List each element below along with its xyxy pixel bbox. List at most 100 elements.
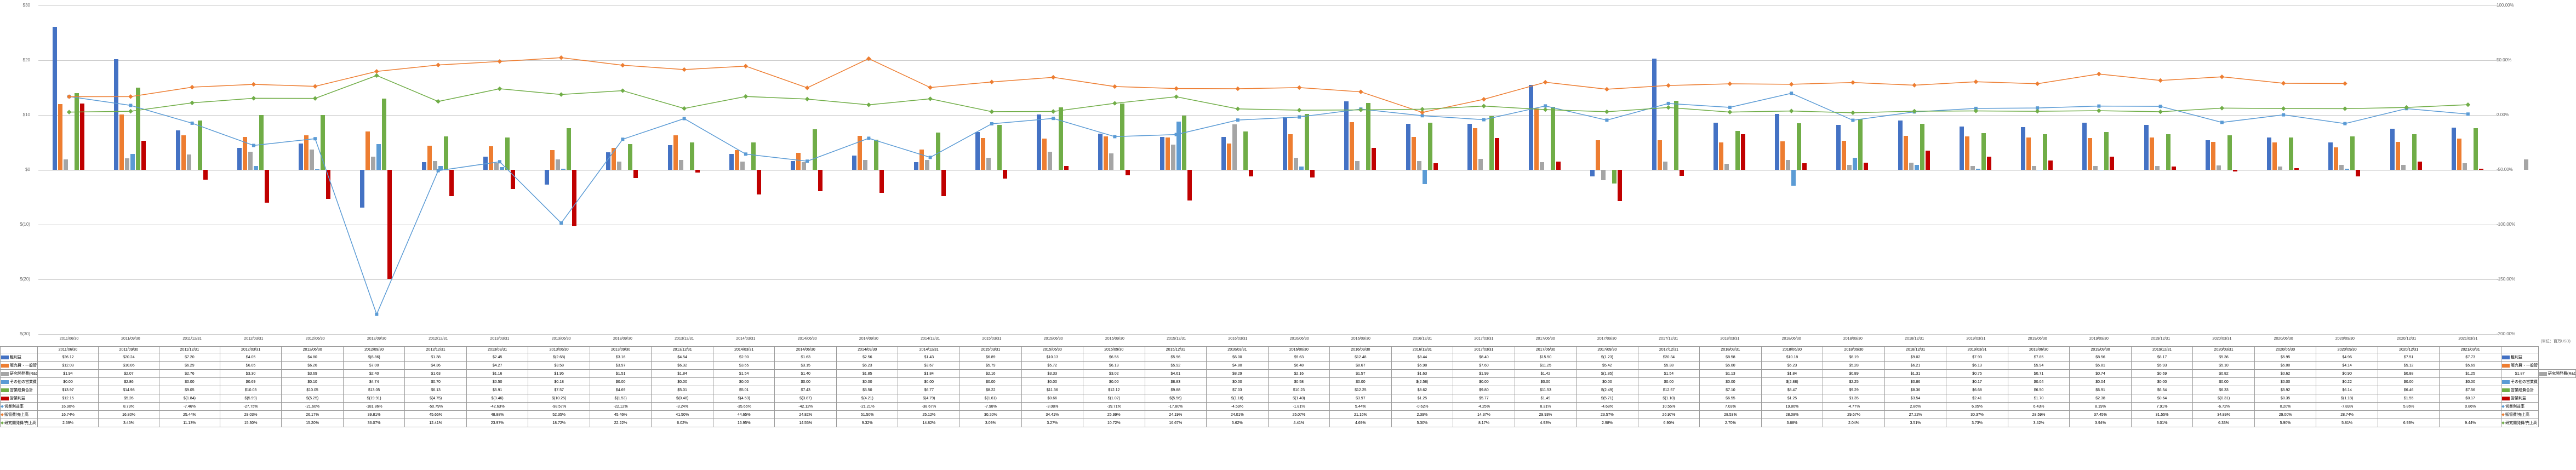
table-cell: $7.20 [159,353,220,362]
table-cell: $(4.53) [713,394,775,403]
table-cell: $(1.40) [1268,394,1330,403]
table-cell: 26.17% [282,411,344,419]
table-cell: $0.00 [1453,378,1515,386]
table-cell: $5.12 [2378,362,2440,370]
marker-opmgn [2097,105,2100,108]
x-label: 2018/12/31 [1905,337,1924,341]
x-label: 2013/12/31 [675,337,694,341]
table-cell: 7.91% [2131,403,2193,411]
table-header: 2013/03/31 [466,347,528,353]
table-cell: 2.04% [1823,419,1885,427]
table-cell: 5.44% [1330,403,1392,411]
y-right-tick: -200.00% [2497,331,2515,336]
marker-rndrev [744,94,748,99]
table-header: 2011/09/30 [98,347,159,353]
table-cell: $6.14 [2316,386,2378,394]
marker-sgarev [682,67,686,72]
marker-sgarev [1482,97,1486,101]
table-cell: $0.10 [282,378,344,386]
table-header: 2014/06/30 [775,347,837,353]
table-cell: $(2.68) [528,353,590,362]
table-cell: 4.93% [1515,419,1577,427]
row-label-rnd: 研究開発費(R&D) [1,370,38,378]
table-header: 2019/03/31 [1946,347,2008,353]
table-cell: -27.75% [220,403,282,411]
y-left-tick: $(30) [5,331,30,336]
table-cell: 16.90% [38,403,99,411]
marker-rndrev [1604,110,1609,114]
table-cell: $7.00 [343,362,405,370]
row-label-rndrev: 研究開発費/売上高 [1,419,38,427]
line-opmgn [69,93,2468,314]
table-header: 2018/12/31 [1884,347,1946,353]
marker-rndrev [2343,106,2347,111]
table-cell: -50.79% [405,403,467,411]
marker-rndrev [990,110,994,114]
table-cell: $7.43 [775,386,837,394]
marker-sgarev [1789,82,1794,87]
table-cell: 45.66% [405,411,467,419]
table-cell: $5.69 [2440,362,2501,370]
marker-rndrev [1482,104,1486,108]
table-cell: $0.00 [1700,378,1762,386]
table-cell: $8.58 [1700,353,1762,362]
table-cell: 5.81% [2316,419,2378,427]
marker-opmgn [2343,122,2346,125]
marker-sgarev [2281,81,2286,85]
table-cell: $5.23 [1761,362,1823,370]
table-cell: -35.65% [713,403,775,411]
marker-opmgn [498,160,501,163]
legend-end-opex: 営業経費合計 [2501,386,2539,394]
table-cell: $10.05 [282,386,344,394]
marker-opmgn [437,169,440,173]
table-cell: $(2.49) [1577,386,1638,394]
table-cell: -7.98% [960,403,1022,411]
table-cell: $13.97 [38,386,99,394]
table-cell: $6.21 [1884,362,1946,370]
table-cell: $0.00 [590,378,652,386]
y-right-tick: 50.00% [2497,58,2511,62]
table-cell: $1.54 [713,370,775,378]
table-cell: $0.00 [1638,378,1700,386]
table-cell: 3.51% [1884,419,1946,427]
row-label-gross: 粗利益 [1,353,38,362]
table-cell: 23.57% [1577,411,1638,419]
table-cell: $(1.53) [590,394,652,403]
marker-sgarev [374,69,379,73]
table-cell: $0.00 [2440,378,2501,386]
x-label: 2014/03/31 [736,337,755,341]
table-cell: $0.74 [2070,370,2132,378]
table-cell: $(1.85) [1577,370,1638,378]
marker-rndrev [1112,101,1117,105]
table-cell: $(1.61) [960,394,1022,403]
legend-end-rnd: 研究開発費(R&D) [2539,370,2576,378]
marker-rndrev [313,96,317,100]
table-cell: 52.35% [528,411,590,419]
table-cell: $10.23 [1268,386,1330,394]
table-cell: $1.87 [2501,370,2539,378]
table-cell: $1.70 [2008,394,2070,403]
marker-rndrev [2097,108,2101,113]
table-cell: 30.37% [1946,411,2008,419]
table-cell: 51.50% [836,411,898,419]
marker-opmgn [1851,119,1854,122]
table-cell: $0.00 [652,378,713,386]
table-cell: $10.06 [98,362,159,370]
x-label: 2017/12/31 [1659,337,1678,341]
table-header: 2019/09/30 [2070,347,2132,353]
marker-opmgn [1113,135,1116,138]
table-cell: $3.58 [528,362,590,370]
marker-opmgn [2466,112,2470,116]
table-cell: $1.25 [1761,394,1823,403]
x-label: 2015/06/30 [1044,337,1063,341]
y-right-tick: -150.00% [2497,277,2515,282]
table-header: 2020/03/31 [2193,347,2255,353]
marker-rndrev [1236,107,1240,111]
table-header: 2018/06/30 [1761,347,1823,353]
table-cell: -4.68% [1577,403,1638,411]
x-label: 2018/09/30 [1843,337,1863,341]
marker-sgarev [2343,81,2347,85]
table-cell: $4.74 [343,378,405,386]
table-cell: $3.30 [220,370,282,378]
table-cell: $0.75 [1946,370,2008,378]
